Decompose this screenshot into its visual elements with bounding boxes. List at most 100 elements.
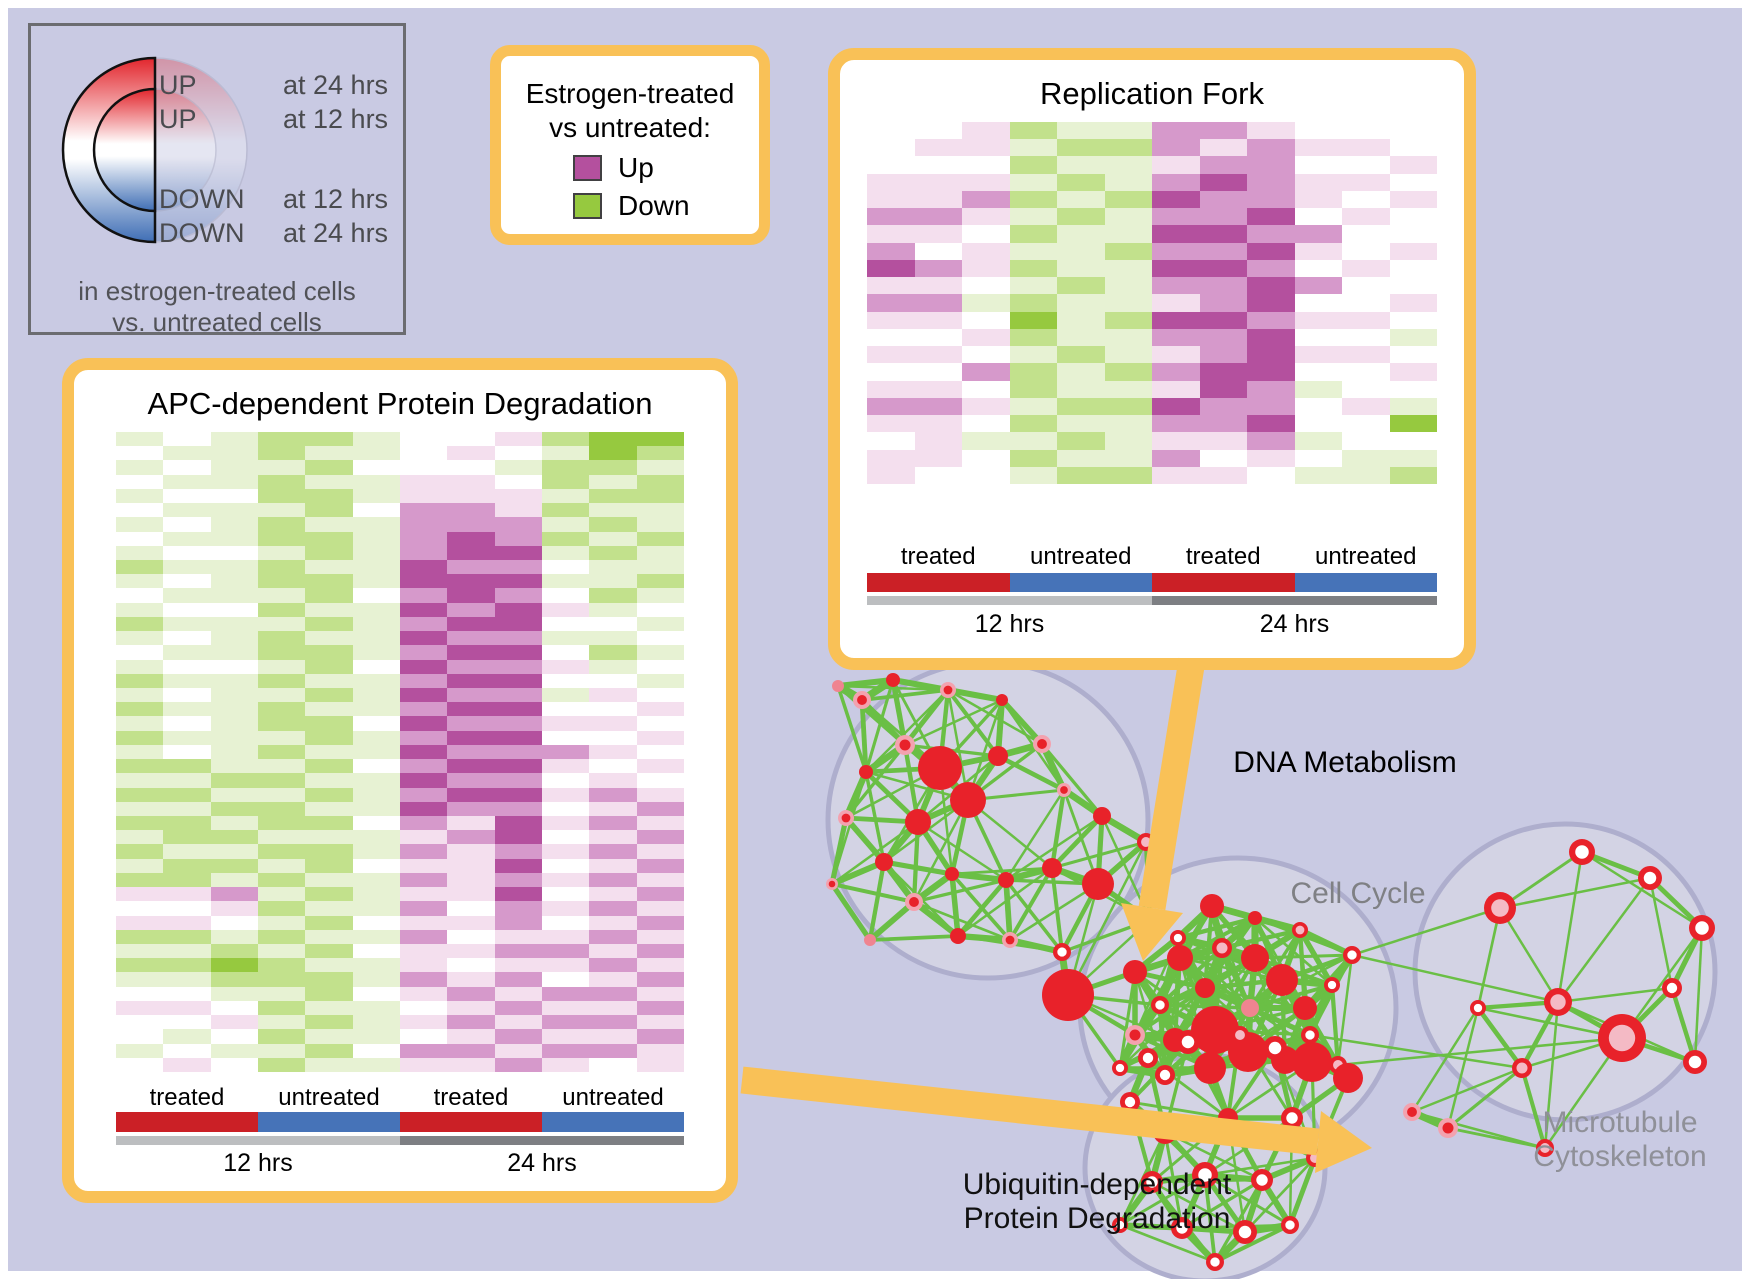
heatmap-cell <box>116 488 164 504</box>
heatmap-cell <box>352 574 400 589</box>
network-node-ring-center <box>1037 739 1047 749</box>
heatmap-cell <box>962 466 1010 484</box>
heatmap-cell <box>541 673 590 688</box>
heatmap-cell <box>257 474 306 489</box>
heatmap-cell <box>116 858 164 873</box>
heatmap-cell <box>352 1043 400 1058</box>
heatmap-cell <box>1152 432 1200 450</box>
network-edge <box>1204 1156 1316 1177</box>
heatmap-cell <box>867 208 915 226</box>
heatmap-cell <box>541 574 590 589</box>
heatmap-cell <box>1199 294 1247 312</box>
heatmap-cell <box>1199 139 1247 157</box>
network-node-ring-center <box>899 739 911 751</box>
heatmap-cell <box>636 887 684 902</box>
heatmap-cell <box>116 560 164 575</box>
heatmap-cell <box>1294 190 1342 209</box>
bar-24hrs <box>1152 596 1437 605</box>
heatmap-cell <box>636 432 684 447</box>
heatmap-cell <box>399 616 448 632</box>
heatmap-cell <box>447 830 495 845</box>
heatmap-cell <box>636 1029 684 1044</box>
network-node-ring-center <box>1347 950 1357 960</box>
heatmap-cell <box>305 531 353 546</box>
heatmap-cell <box>163 560 211 575</box>
heatmap-cell <box>210 944 258 959</box>
legend-time-12-dn: at 12 hrs <box>283 184 389 214</box>
heatmap-cell <box>257 702 306 717</box>
heatmap-cell <box>163 929 211 944</box>
heatmap-cell <box>116 759 164 774</box>
heatmap-cell <box>210 432 258 447</box>
heatmap-cell <box>305 1057 353 1072</box>
heatmap-cell <box>352 744 400 760</box>
network-node-ring-center <box>1181 1035 1195 1049</box>
heatmap-cell <box>257 645 306 660</box>
network-edge <box>1476 1006 1524 1070</box>
heatmap-cell <box>636 460 684 475</box>
heatmap-cell <box>1294 449 1342 467</box>
heatmap-cell <box>1389 122 1437 140</box>
heatmap-cell <box>494 944 542 959</box>
heatmap-cell <box>1057 259 1105 278</box>
untreated-bar <box>1294 573 1437 592</box>
heatmap-cell <box>589 1015 637 1030</box>
heatmap-cell <box>1342 190 1390 209</box>
heatmap-cell <box>116 901 164 916</box>
network-edge <box>1446 1066 1524 1130</box>
heatmap-cell <box>589 958 637 973</box>
replication-fork-title: Replication Fork <box>1040 76 1264 111</box>
heatmap-cell <box>447 1029 495 1044</box>
heatmap-cell <box>163 545 211 560</box>
heatmap-cell <box>305 673 353 688</box>
heatmap-cell <box>1009 156 1057 174</box>
network-edge <box>996 753 1066 793</box>
replication-fork-heatmap <box>867 122 1437 484</box>
heatmap-cell <box>116 1000 164 1016</box>
heatmap-cell <box>1247 346 1295 364</box>
heatmap-cell <box>1294 294 1342 312</box>
condition-labels: treated untreated treated untreated <box>867 543 1437 571</box>
heatmap-cell <box>399 460 448 475</box>
heatmap-cell <box>541 887 590 902</box>
heatmap-cell <box>1294 277 1342 295</box>
heatmap-cell <box>257 773 306 788</box>
group-label-treated-12: treated <box>900 543 976 570</box>
network-edge <box>1329 984 1341 1066</box>
heatmap-cell <box>447 1043 495 1058</box>
network-edge <box>1476 907 1502 1009</box>
heatmap-cell <box>163 773 211 788</box>
legend-caption-line2: vs. untreated cells <box>112 307 322 337</box>
heatmap-cell <box>589 659 637 674</box>
network-edge <box>1411 1066 1523 1114</box>
heatmap-cell <box>1294 173 1342 191</box>
heatmap-cell <box>305 915 353 930</box>
heatmap-cell <box>116 503 164 518</box>
heatmap-cell <box>494 986 542 1001</box>
heatmap-cell <box>1152 242 1200 260</box>
network-edge <box>1158 946 1224 1007</box>
network-node-ring-center <box>1158 1125 1172 1139</box>
heatmap-cell <box>1342 328 1390 347</box>
heatmap-cell <box>399 702 448 717</box>
heatmap-cell <box>116 1029 164 1044</box>
heatmap-cell <box>116 616 164 632</box>
heatmap-cell <box>1294 380 1342 398</box>
heatmap-cell <box>447 730 495 745</box>
heatmap-cell <box>116 801 164 816</box>
heatmap-cell <box>163 1000 211 1016</box>
heatmap-cell <box>1342 139 1390 157</box>
heatmap-cell <box>494 560 542 575</box>
heatmap-cell <box>352 972 400 987</box>
heatmap-cell <box>1104 380 1152 398</box>
heatmap-cell <box>210 1029 258 1044</box>
network-node-pink <box>864 934 876 946</box>
heatmap-cell <box>962 173 1010 191</box>
heatmap-cell <box>163 673 211 688</box>
heatmap-cell <box>257 858 306 873</box>
down-label: Down <box>618 190 690 221</box>
heatmap-cell <box>1294 122 1342 140</box>
heatmap-cell <box>589 688 637 703</box>
network-edge <box>1477 1006 1623 1040</box>
heatmap-cell <box>1389 173 1437 191</box>
